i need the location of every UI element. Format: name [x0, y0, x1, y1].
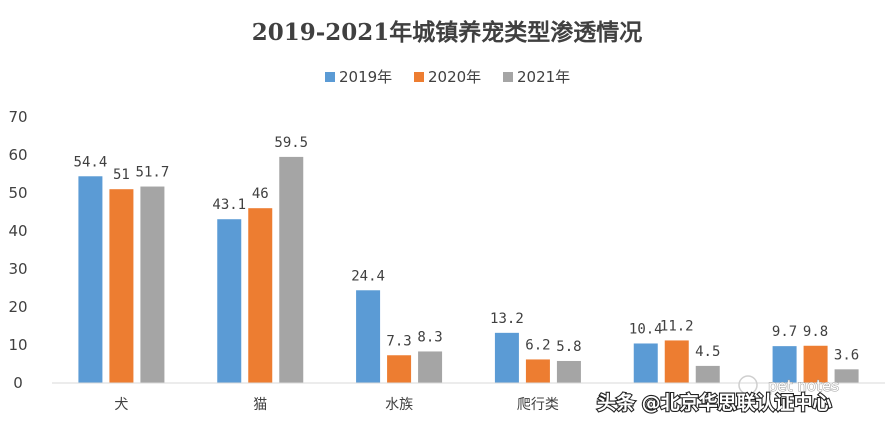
bar [418, 351, 443, 383]
data-label: 7.3 [386, 333, 411, 349]
data-label: 54.4 [74, 154, 108, 170]
bars-group [78, 156, 859, 383]
watermark: pet notes 头条 @北京华思联认证中心 [596, 375, 840, 415]
y-tick-label: 20 [8, 298, 27, 316]
watermark-secondary-text: pet notes [768, 377, 839, 395]
data-label: 9.7 [772, 324, 797, 340]
x-axis: 犬 猫 水族 爬行类 [52, 382, 885, 413]
data-label: 4.5 [695, 344, 720, 360]
x-tick-label: 水族 [385, 397, 413, 413]
bar [695, 365, 720, 383]
data-label: 11.2 [660, 318, 694, 334]
data-labels-group: 54.4 51 51.7 43.1 46 59.5 24.4 7.3 8.3 13.26.2 5.8… [74, 135, 860, 363]
x-tick-label: 爬行类 [517, 397, 559, 413]
legend-label: 2019年 [339, 68, 392, 86]
legend-swatch [414, 72, 424, 82]
data-label: 51 [113, 167, 130, 183]
y-tick-label: 0 [13, 374, 23, 392]
bar [217, 219, 242, 383]
bar [556, 360, 581, 383]
bar [387, 355, 412, 383]
legend-swatch [503, 72, 513, 82]
bar [772, 346, 797, 383]
bar [279, 156, 304, 383]
bar [78, 176, 103, 383]
bar [109, 189, 134, 383]
legend-swatch [325, 72, 335, 82]
data-label: 9.8 [803, 324, 828, 340]
bar [494, 332, 519, 383]
chart-legend: 2019年 2020年 2021年 [325, 68, 570, 86]
data-label: 43.1 [212, 197, 246, 213]
data-label: 3.6 [834, 347, 859, 363]
x-tick-label: 猫 [253, 397, 267, 413]
data-label: 24.4 [351, 268, 385, 284]
legend-label: 2020年 [428, 68, 481, 86]
data-label: 13.2 [490, 311, 524, 327]
data-label: 59.5 [274, 135, 308, 151]
y-tick-label: 40 [8, 222, 27, 240]
x-tick-label: 犬 [114, 397, 128, 413]
bar [834, 369, 859, 383]
bar [356, 290, 381, 383]
y-tick-label: 10 [8, 336, 27, 354]
legend-label: 2021年 [517, 68, 570, 86]
chart-title: 2019-2021年城镇养宠类型渗透情况 [252, 19, 643, 46]
data-label: 8.3 [417, 329, 442, 345]
watermark-text: 头条 @北京华思联认证中心 [597, 391, 832, 414]
data-label: 51.7 [136, 165, 170, 181]
y-tick-label: 60 [8, 146, 27, 164]
data-label: 46 [252, 186, 269, 202]
bar [140, 186, 165, 383]
data-label: 5.8 [556, 339, 581, 355]
bar [803, 345, 828, 383]
y-tick-label: 50 [8, 184, 27, 202]
bar [633, 343, 658, 383]
wechat-icon [738, 375, 758, 395]
y-axis: 0 10 20 30 40 50 60 70 [8, 108, 27, 392]
bar [248, 208, 273, 383]
bar [664, 340, 689, 383]
data-label: 10.4 [629, 321, 663, 337]
bar [525, 359, 550, 383]
y-tick-label: 30 [8, 260, 27, 278]
y-tick-label: 70 [8, 108, 27, 126]
data-label: 6.2 [525, 337, 550, 353]
